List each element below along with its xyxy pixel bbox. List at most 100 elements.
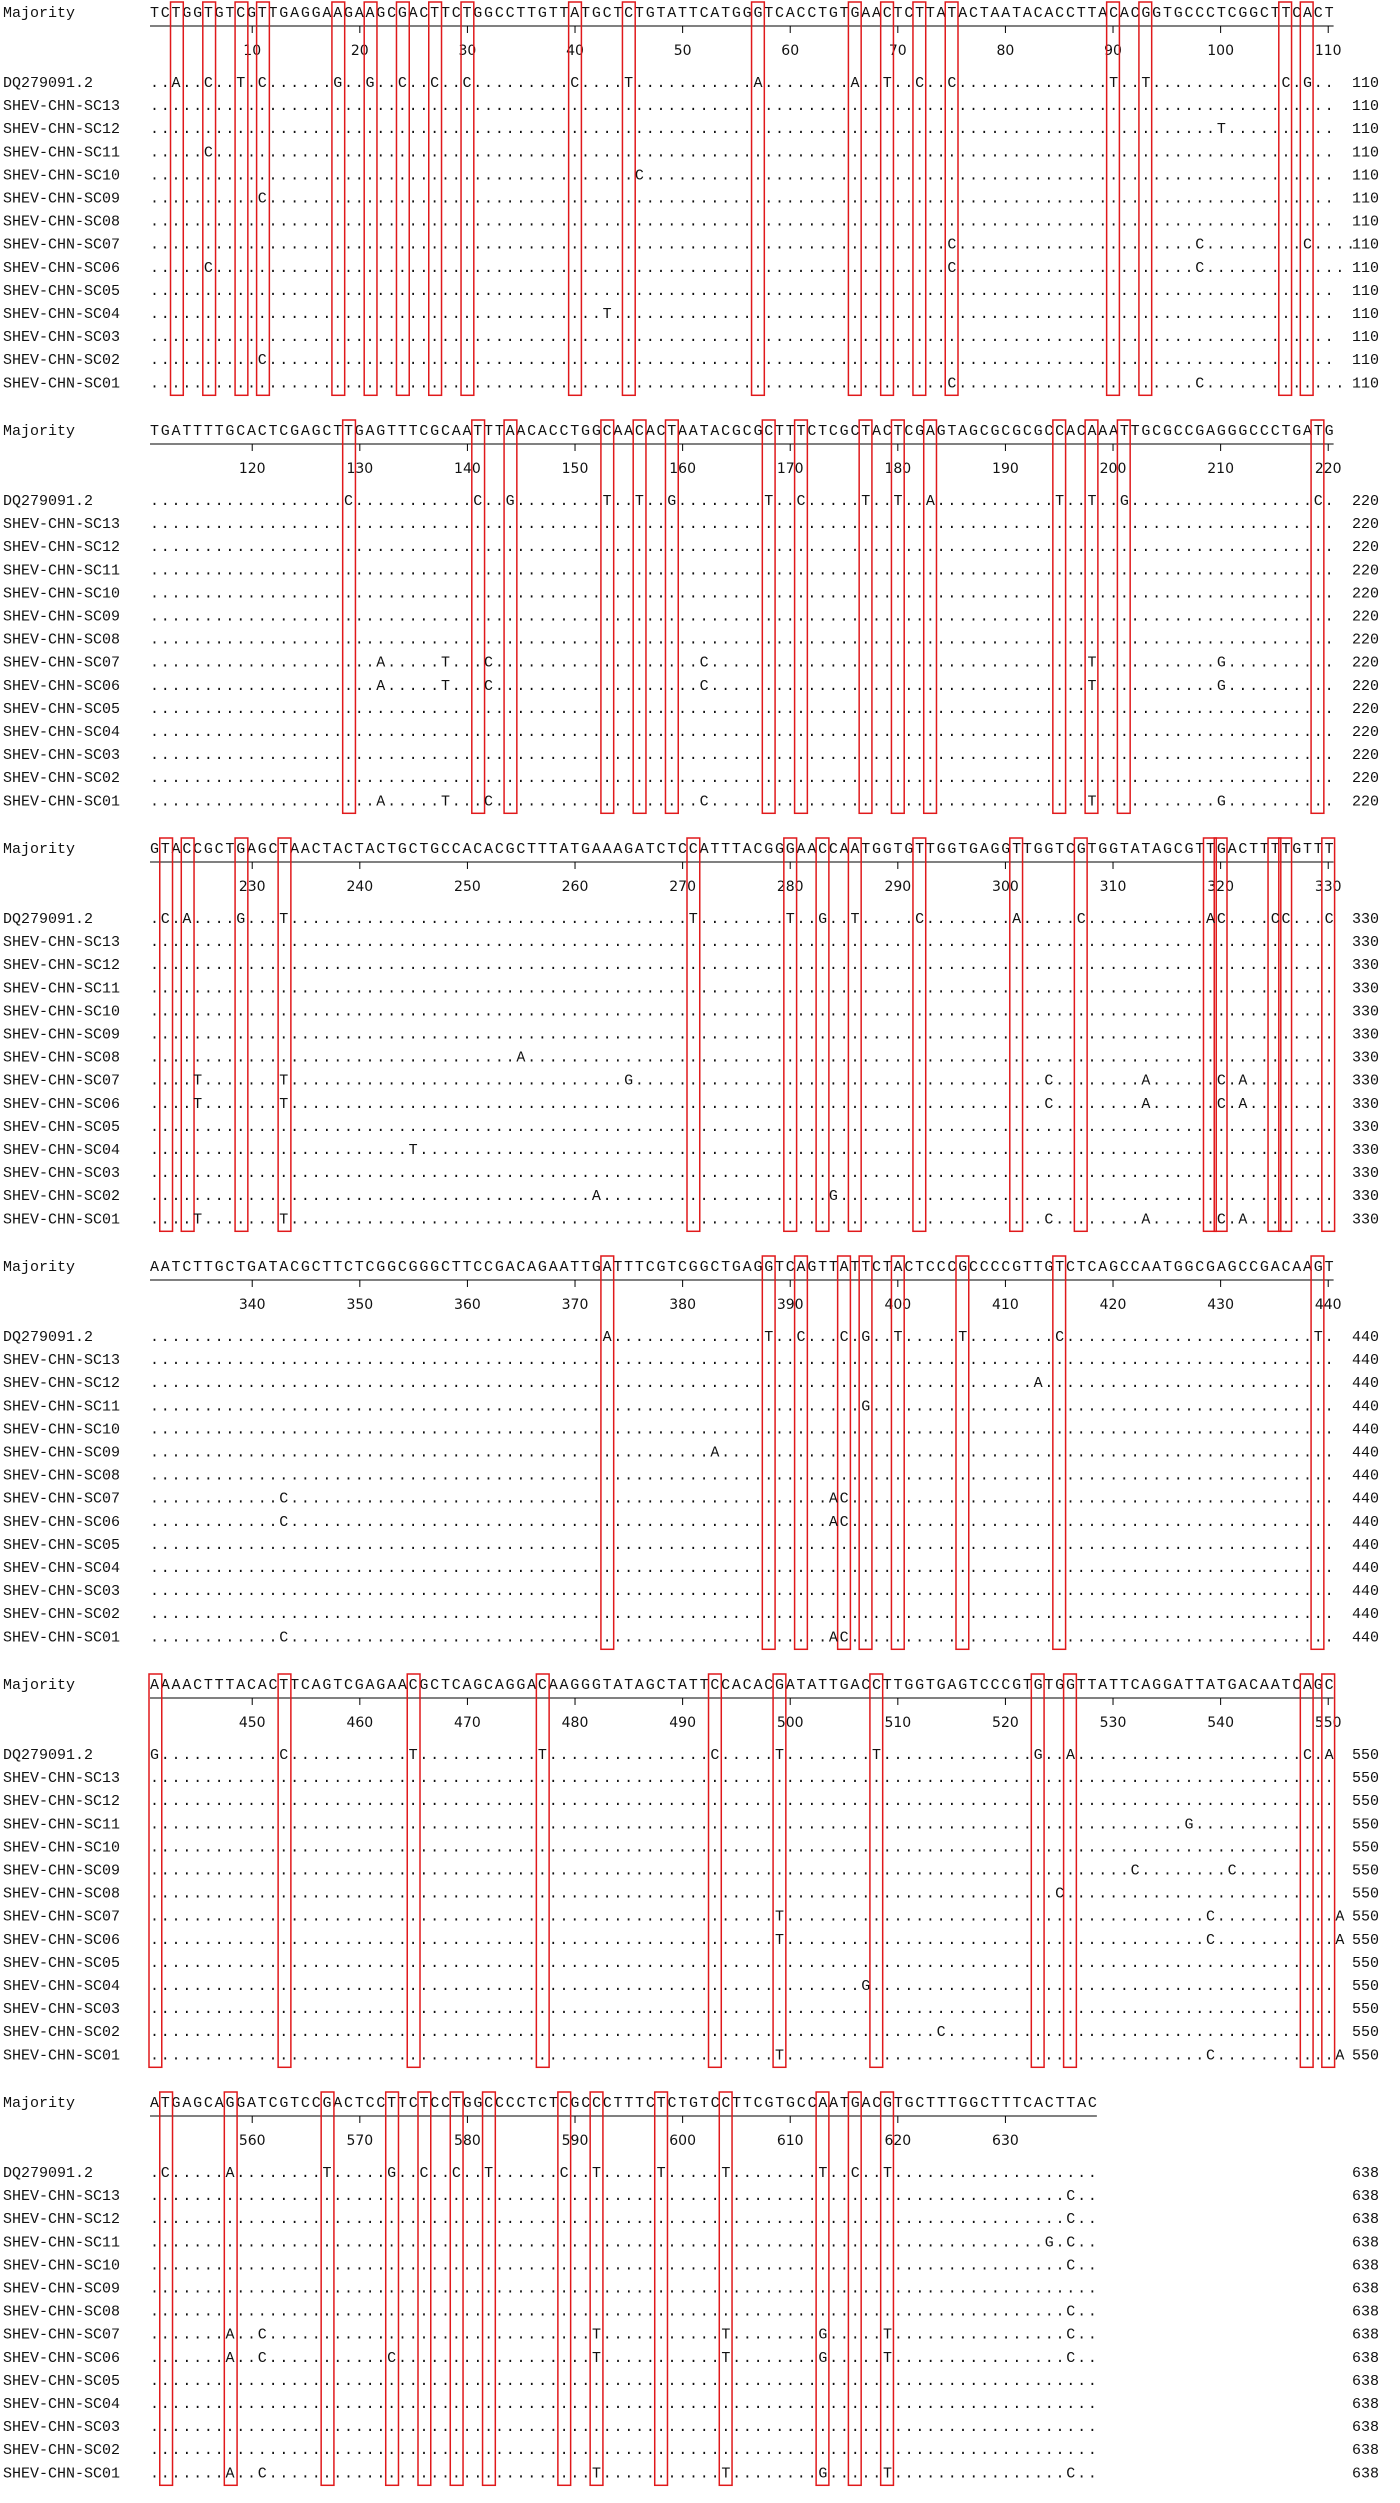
ruler-number: 540 [1207, 1715, 1234, 1731]
sequence-end: 110 [1352, 75, 1379, 92]
variant-box [341, 419, 357, 815]
ruler-number: 280 [777, 879, 804, 895]
sequence-end: 638 [1352, 2257, 1379, 2274]
sequence-row: ........................................… [150, 701, 1334, 718]
sequence-row: ..................................A.....… [150, 1050, 1334, 1067]
sequence-name: SHEV-CHN-SC03 [3, 329, 120, 346]
sequence-end: 330 [1352, 1211, 1379, 1228]
sequence-name: SHEV-CHN-SC13 [3, 1770, 120, 1787]
sequence-end: 220 [1352, 770, 1379, 787]
variant-box [1321, 837, 1336, 1233]
ruler-number: 260 [562, 879, 589, 895]
sequence-row: ........................................… [150, 1421, 1334, 1438]
sequence-name: SHEV-CHN-SC10 [3, 1003, 120, 1020]
sequence-end: 110 [1352, 121, 1379, 138]
sequence-name: SHEV-CHN-SC07 [3, 1073, 120, 1090]
variant-box [148, 1673, 163, 2069]
sequence-end: 638 [1352, 2465, 1379, 2482]
variant-box [858, 419, 873, 815]
ruler-number: 300 [992, 879, 1019, 895]
sequence-end: 550 [1352, 1839, 1379, 1856]
sequence-row: ........................................… [150, 2188, 1097, 2205]
sequence-row: G...........C...........T...........T...… [150, 1747, 1334, 1764]
ruler-number: 200 [1100, 461, 1127, 477]
sequence-row: ........................................… [150, 1583, 1334, 1600]
sequence-name: SHEV-CHN-SC13 [3, 934, 120, 951]
sequence-name: SHEV-CHN-SC08 [3, 1886, 120, 1903]
variant-box [879, 2091, 895, 2487]
sequence-end: 550 [1352, 1770, 1379, 1787]
sequence-row: ........................................… [150, 2257, 1097, 2274]
sequence-name: DQ279091.2 [3, 2165, 93, 2182]
sequence-row: ........................................… [150, 2280, 1097, 2297]
majority-sequence: AATCTTGCTGATACGCTTCTCGGCGGGCTTCCGACAGAAT… [150, 1259, 1334, 1276]
sequence-row: ....T.......T...........................… [150, 1073, 1334, 1090]
sequence-row: ........................................… [150, 2024, 1334, 2041]
sequence-row: ........................................… [150, 1816, 1334, 1833]
sequence-name: SHEV-CHN-SC06 [3, 678, 120, 695]
variant-box [589, 2091, 604, 2487]
sequence-name: SHEV-CHN-SC04 [3, 306, 120, 323]
sequence-name: SHEV-CHN-SC03 [3, 1165, 120, 1182]
sequence-row: ........................................… [150, 375, 1344, 392]
variant-box [653, 2091, 669, 2487]
variant-box [277, 1673, 292, 2069]
variant-box [847, 2091, 862, 2487]
variant-box [223, 2091, 238, 2487]
sequence-end: 440 [1352, 1583, 1379, 1600]
sequence-end: 638 [1352, 2211, 1379, 2228]
sequence-end: 550 [1352, 1932, 1379, 1949]
sequence-end: 330 [1352, 980, 1379, 997]
sequence-name: SHEV-CHN-SC07 [3, 237, 120, 254]
sequence-name: SHEV-CHN-SC11 [3, 980, 120, 997]
ruler-number: 290 [884, 879, 911, 895]
variant-box [1278, 837, 1293, 1233]
sequence-row: ............C...........................… [150, 1514, 1334, 1531]
sequence-name: SHEV-CHN-SC05 [3, 283, 120, 300]
sequence-end: 440 [1352, 1421, 1379, 1438]
sequence-end: 550 [1352, 1955, 1379, 1972]
sequence-end: 440 [1352, 1352, 1379, 1369]
sequence-name: SHEV-CHN-SC09 [3, 1026, 120, 1043]
sequence-name: SHEV-CHN-SC06 [3, 2350, 120, 2367]
sequence-name: SHEV-CHN-SC02 [3, 1188, 120, 1205]
sequence-name: SHEV-CHN-SC11 [3, 1398, 120, 1415]
sequence-row: ........................................… [150, 121, 1334, 138]
sequence-row: ........................................… [150, 934, 1334, 951]
sequence-row: ........................................… [150, 1909, 1344, 1926]
ruler-number: 490 [669, 1715, 696, 1731]
sequence-name: SHEV-CHN-SC12 [3, 2211, 120, 2228]
majority-sequence: TCTGGTGTCGTTGAGGAAGAAGCGACTTCTGGCCTTGTTA… [150, 5, 1334, 22]
variant-box [471, 419, 486, 815]
variant-box [1052, 419, 1067, 815]
variant-box [922, 419, 938, 815]
sequence-end: 110 [1352, 144, 1379, 161]
majority-sequence: TGATTTTGCACTCGAGCTTGAGTTTCGCAATTTAACACCT… [150, 423, 1334, 440]
majority-sequence: AAAACTTTACACTTCAGTCGAGAACGCTCAGCAGGACAAG… [150, 1677, 1334, 1694]
variant-box [1310, 419, 1325, 815]
sequence-row: ........................................… [150, 1955, 1334, 1972]
ruler-number: 250 [454, 879, 481, 895]
ruler-number: 390 [777, 1297, 804, 1313]
sequence-end: 638 [1352, 2188, 1379, 2205]
sequence-name: SHEV-CHN-SC02 [3, 352, 120, 369]
sequence-end: 110 [1352, 190, 1379, 207]
sequence-end: 330 [1352, 1165, 1379, 1182]
ruler-number: 520 [992, 1715, 1019, 1731]
sequence-row: ..A..C..T.C......G..G..C..C..C.........C… [150, 75, 1334, 92]
ruler-number: 350 [346, 1297, 373, 1313]
variant-box [395, 1, 410, 397]
variant-box [406, 1673, 421, 2069]
majority-label: Majority [3, 1259, 75, 1276]
variant-box [180, 837, 195, 1233]
variant-box [320, 2091, 335, 2487]
variant-box [686, 837, 701, 1233]
ruler-number: 100 [1207, 43, 1234, 59]
sequence-end: 440 [1352, 1398, 1379, 1415]
sequence-row: ........................T...............… [150, 1142, 1334, 1159]
variant-box [567, 1, 583, 397]
sequence-end: 638 [1352, 2396, 1379, 2413]
sequence-row: ........................................… [150, 1398, 1334, 1415]
sequence-name: SHEV-CHN-SC13 [3, 98, 120, 115]
sequence-end: 220 [1352, 747, 1379, 764]
